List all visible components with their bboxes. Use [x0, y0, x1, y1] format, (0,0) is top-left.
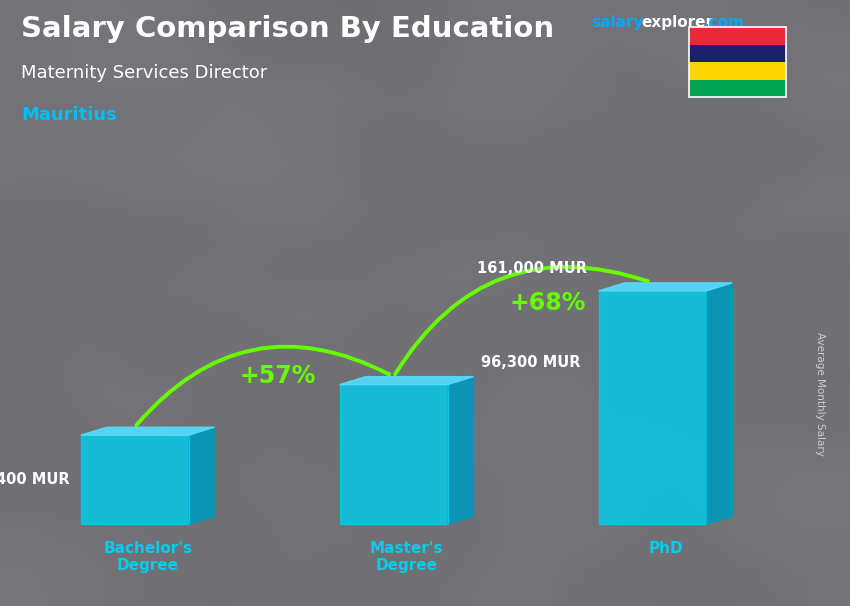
Text: explorer: explorer [642, 15, 714, 30]
Text: +68%: +68% [509, 291, 586, 315]
Text: Mauritius: Mauritius [21, 106, 117, 124]
Text: .com: .com [704, 15, 745, 30]
Polygon shape [340, 377, 473, 385]
Polygon shape [598, 291, 706, 524]
Text: Master's
Degree: Master's Degree [370, 541, 444, 573]
Text: Salary Comparison By Education: Salary Comparison By Education [21, 15, 554, 43]
Text: +57%: +57% [239, 364, 315, 387]
Text: 96,300 MUR: 96,300 MUR [480, 355, 581, 370]
Polygon shape [448, 377, 473, 524]
Polygon shape [598, 283, 733, 291]
FancyArrowPatch shape [395, 267, 648, 375]
Text: 161,000 MUR: 161,000 MUR [477, 261, 587, 276]
Text: PhD: PhD [649, 541, 683, 556]
Polygon shape [81, 435, 189, 524]
Text: Maternity Services Director: Maternity Services Director [21, 64, 268, 82]
Polygon shape [189, 427, 214, 524]
Text: salary: salary [591, 15, 643, 30]
Polygon shape [706, 283, 733, 524]
FancyArrowPatch shape [137, 347, 389, 425]
Text: Average Monthly Salary: Average Monthly Salary [815, 332, 825, 456]
Polygon shape [81, 427, 214, 435]
Text: Bachelor's
Degree: Bachelor's Degree [103, 541, 192, 573]
Polygon shape [340, 385, 448, 524]
Text: 61,400 MUR: 61,400 MUR [0, 472, 69, 487]
